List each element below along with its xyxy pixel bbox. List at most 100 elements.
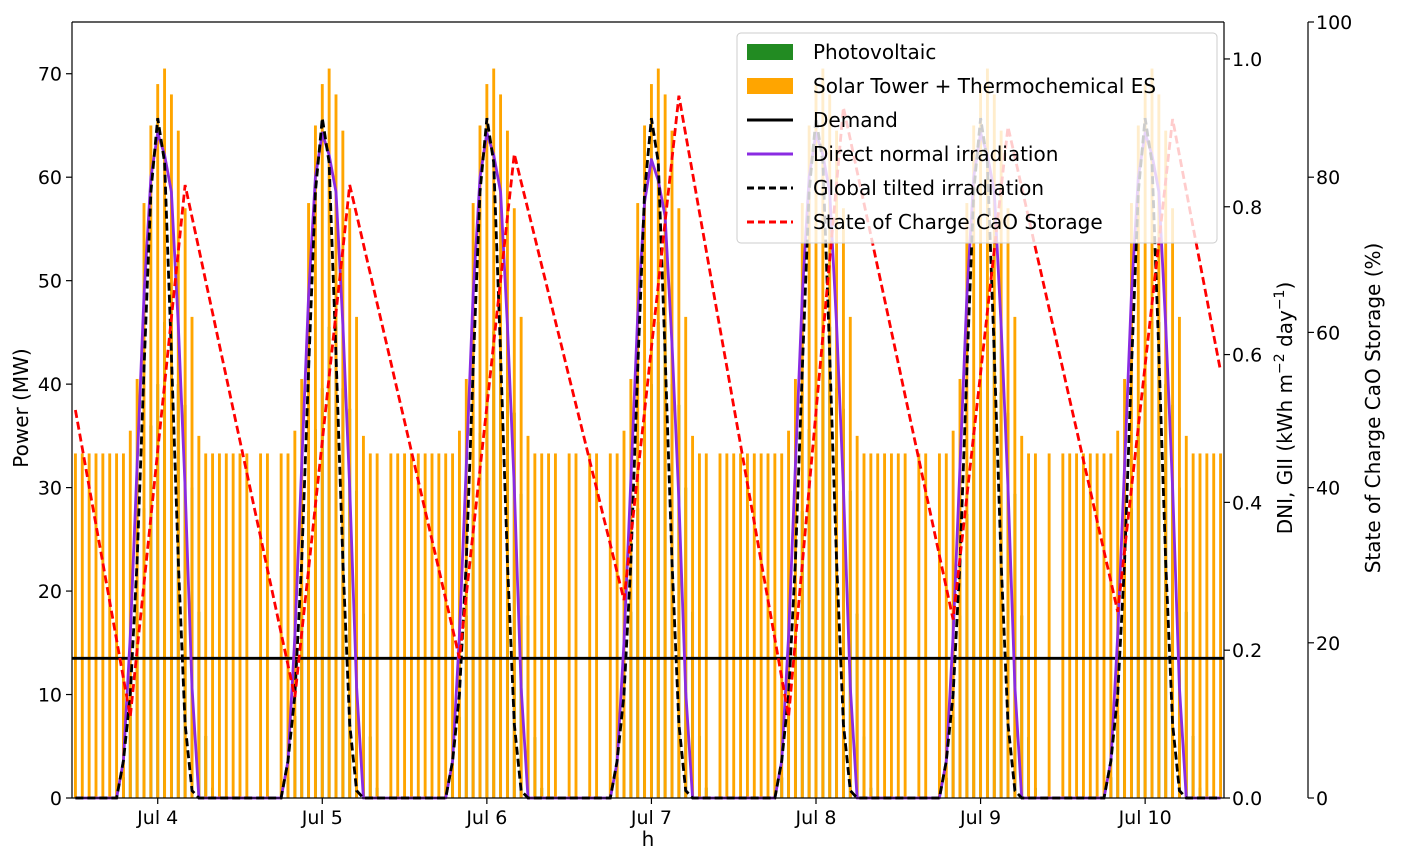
tower-bar	[1061, 453, 1065, 798]
tower-bar	[807, 125, 811, 798]
tower-bar	[1212, 453, 1216, 798]
tower-bar	[1198, 453, 1202, 798]
tower-bar	[245, 453, 249, 798]
left-y-tick-label: 30	[38, 478, 62, 500]
tower-bar	[197, 435, 201, 798]
tower-bar	[1191, 453, 1195, 798]
tower-bar	[430, 453, 434, 798]
legend-swatch	[747, 44, 793, 60]
tower-bar	[1157, 94, 1161, 799]
tower-bar	[471, 203, 475, 799]
tower-bar	[828, 94, 832, 799]
legend-swatch	[747, 78, 793, 94]
tower-bar	[492, 68, 496, 798]
tower-bar	[649, 84, 653, 798]
right-y-axis-title-prefix: DNI, GII (kWh m	[1273, 374, 1297, 534]
tower-bar	[540, 453, 544, 798]
tower-bar	[718, 453, 722, 798]
tower-bar	[1075, 453, 1079, 798]
tower-bar	[999, 130, 1003, 798]
tower-bar	[217, 453, 221, 798]
tower-bar	[636, 203, 640, 799]
tower-bar	[355, 316, 359, 798]
right-y-tick-label: 0.4	[1232, 492, 1262, 514]
tower-bar	[368, 453, 372, 798]
legend-label: Photovoltaic	[813, 40, 936, 64]
tower-bar	[684, 316, 688, 798]
tower-bar	[972, 125, 976, 798]
tower-bar	[752, 453, 756, 798]
tower-bar	[835, 130, 839, 798]
tower-bar	[149, 125, 153, 798]
x-tick-label: Jul 7	[630, 807, 672, 829]
tower-bar	[725, 453, 729, 798]
tower-bar	[766, 453, 770, 798]
tower-bar	[1136, 125, 1140, 798]
tower-bar	[1150, 68, 1154, 798]
tower-bar	[451, 453, 455, 798]
tower-bar	[396, 453, 400, 798]
legend-label: Demand	[813, 108, 898, 132]
tower-bar	[519, 316, 523, 798]
tower-bar	[533, 453, 537, 798]
tower-bar	[553, 453, 557, 798]
tower-bar	[505, 130, 509, 798]
tower-bar	[663, 94, 667, 799]
legend: Photovoltaic Solar Tower + Thermochemical…	[736, 32, 1218, 244]
tower-bar	[848, 316, 852, 798]
right-y-tick-label: 0.2	[1232, 640, 1262, 662]
tower-bar	[992, 94, 996, 799]
soc-y-tick-label: 40	[1316, 478, 1340, 500]
x-tick-label: Jul 10	[1118, 807, 1172, 829]
x-tick-label: Jul 9	[959, 807, 1001, 829]
tower-bar	[704, 453, 708, 798]
tower-bar	[814, 84, 818, 798]
tower-bar	[526, 435, 530, 798]
soc-y-tick-label: 20	[1316, 633, 1340, 655]
tower-bar	[142, 203, 146, 799]
soc-y-tick-label: 80	[1316, 167, 1340, 189]
tower-bar	[924, 453, 928, 798]
right-y-tick-label: 0.8	[1232, 197, 1262, 219]
tower-bar	[409, 453, 413, 798]
right-y-tick-label: 1.0	[1232, 49, 1262, 71]
tower-bar	[361, 435, 365, 798]
tower-bar	[444, 453, 448, 798]
right-y-axis-title-irradiation: DNI, GII (kWh m−2 day−1)	[1272, 282, 1297, 535]
x-tick-label: Jul 6	[465, 807, 507, 829]
right-y-axis-title-sup2: −1	[1272, 290, 1288, 311]
tower-bar	[1027, 453, 1031, 798]
tower-bar	[231, 453, 235, 798]
left-y-tick-label: 60	[38, 167, 62, 189]
right-y-axis-title-mid: day	[1273, 310, 1297, 353]
left-y-tick-label: 50	[38, 271, 62, 293]
tower-bar	[800, 203, 804, 799]
tower-bar	[697, 453, 701, 798]
x-tick-label: Jul 5	[301, 807, 343, 829]
tower-bar	[821, 68, 825, 798]
tower-bar	[670, 130, 674, 798]
tower-bar	[1123, 378, 1127, 798]
right-y-axis-title-soc: State of Charge CaO Storage (%)	[1361, 243, 1385, 574]
tower-bar	[608, 453, 612, 798]
x-axis-title: h	[642, 827, 655, 851]
tower-bar	[1219, 453, 1223, 798]
tower-bar	[629, 378, 633, 798]
tower-bar	[944, 453, 948, 798]
tower-bar	[1020, 435, 1024, 798]
tower-bar	[903, 453, 907, 798]
left-y-axis-title: Power (MW)	[9, 348, 33, 467]
tower-bar	[1109, 453, 1113, 798]
tower-bar	[286, 453, 290, 798]
tower-bar	[1068, 453, 1072, 798]
tower-bar	[985, 68, 989, 798]
left-y-tick-label: 10	[38, 685, 62, 707]
tower-bar	[423, 453, 427, 798]
tower-bar	[176, 130, 180, 798]
left-y-tick-label: 40	[38, 374, 62, 396]
tower-bar	[375, 453, 379, 798]
tower-bar	[1013, 316, 1017, 798]
tower-bar	[313, 125, 317, 798]
tower-bar	[416, 453, 420, 798]
